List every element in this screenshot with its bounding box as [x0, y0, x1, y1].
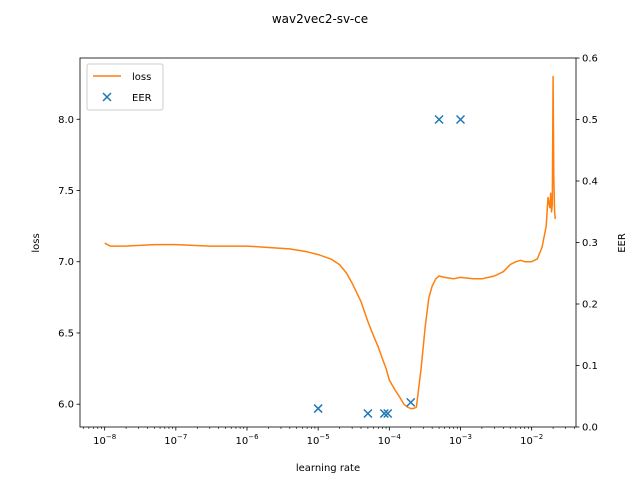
- y-right-tick-label: 0.2: [582, 300, 598, 311]
- plot-area: [80, 58, 576, 427]
- loss-line: [104, 75, 557, 410]
- eer-point: [406, 397, 416, 407]
- eer-point: [363, 408, 373, 419]
- chart-title: wav2vec2-sv-ce: [272, 12, 368, 26]
- y-axis-right-label: EER: [617, 233, 628, 253]
- x-tick-label: 10−6: [235, 433, 259, 447]
- y-right-tick-label: 0.4: [582, 177, 598, 188]
- x-axis: 10−8 10−7 10−6 10−5 10−4 10−3 10−2: [82, 427, 575, 447]
- eer-point: [313, 404, 323, 414]
- eer-point: [455, 114, 466, 125]
- y-right-tick-label: 0.0: [582, 423, 598, 434]
- y-right-tick-label: 0.5: [582, 115, 598, 126]
- loss-series: [104, 75, 557, 410]
- y-right-tick-label: 0.6: [582, 54, 598, 65]
- eer-series: [313, 114, 466, 419]
- legend-box: [86, 63, 164, 111]
- y-left-tick-label: 7.5: [58, 186, 74, 197]
- x-tick-label: 10−3: [449, 433, 472, 447]
- y-axis-left-label: loss: [31, 233, 42, 252]
- legend-loss-label: loss: [132, 72, 151, 83]
- x-tick-label: 10−8: [93, 433, 116, 447]
- y-left-tick-label: 7.0: [58, 257, 74, 268]
- y-right-tick-label: 0.1: [582, 361, 598, 372]
- y-right-tick-label: 0.3: [582, 238, 598, 249]
- y-left-tick-label: 8.0: [58, 115, 74, 126]
- y-left-tick-label: 6.5: [58, 328, 74, 339]
- plot-background: [80, 58, 576, 427]
- y-axis-left: 6.0 6.5 7.0 7.5 8.0: [58, 115, 80, 411]
- x-tick-label: 10−2: [520, 433, 543, 447]
- legend: loss EER: [86, 63, 164, 111]
- y-left-tick-label: 6.0: [58, 400, 74, 411]
- x-tick-label: 10−5: [307, 433, 330, 447]
- eer-point: [379, 408, 389, 419]
- x-axis-label: learning rate: [296, 463, 360, 474]
- eer-point: [434, 114, 444, 125]
- y-axis-right: 0.0 0.1 0.2 0.3 0.4 0.5 0.6: [576, 54, 598, 434]
- legend-eer-label: EER: [132, 93, 152, 104]
- x-tick-label: 10−4: [378, 433, 402, 447]
- legend-eer-marker: [102, 92, 112, 102]
- x-tick-label: 10−7: [164, 433, 187, 447]
- eer-point: [383, 408, 393, 419]
